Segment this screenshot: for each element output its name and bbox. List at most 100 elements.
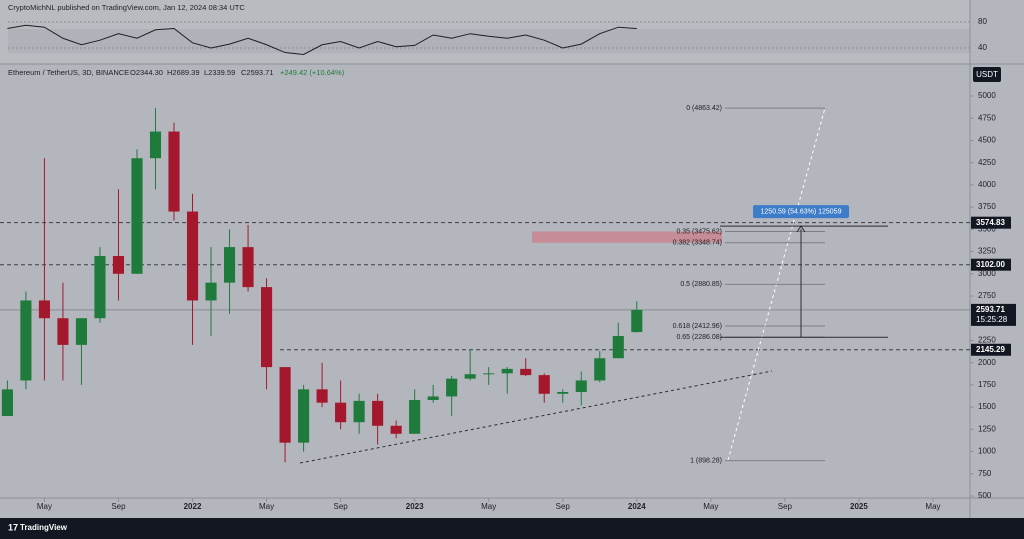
x-tick-label: May [259, 502, 274, 511]
candle-body [20, 300, 32, 381]
y-tick-label: 4500 [978, 136, 996, 145]
x-tick-label: May [481, 502, 496, 511]
candle-body [335, 402, 347, 423]
candle-body [538, 375, 550, 394]
candle-body [353, 400, 365, 423]
y-tick-label: 3250 [978, 247, 996, 256]
x-tick-label: 2025 [850, 502, 868, 511]
legend-ohlc: O2344.30 [130, 68, 163, 77]
fib-label: 0 (4863.42) [686, 105, 722, 112]
x-tick-label: Sep [111, 502, 126, 511]
candle-body [168, 131, 180, 212]
candle-body [520, 368, 532, 376]
price-tag-box [971, 258, 1011, 271]
candle-body [279, 367, 291, 443]
candle-body [131, 158, 143, 274]
candle-body [612, 336, 624, 359]
measure-label: 1250.59 (54.63%) 125059 [761, 208, 842, 215]
y-tick-label: 3000 [978, 269, 996, 278]
candle-body [409, 400, 421, 434]
currency-box [973, 67, 1001, 82]
y-tick-label: 4750 [978, 113, 996, 122]
candle-body [483, 373, 495, 375]
rsi-tick-label: 40 [978, 43, 987, 52]
rsi-tick-label: 80 [978, 17, 987, 26]
last-price: 2593.71 [976, 305, 1005, 314]
x-tick-label: 2022 [184, 502, 202, 511]
currency: USDT [976, 70, 998, 79]
x-tick-label: May [925, 502, 940, 511]
legend-ohlc: L2339.59 [204, 68, 235, 77]
legend-change: +249.42 (+10.64%) [280, 68, 345, 77]
price-tag: 2145.29 [976, 345, 1005, 354]
measure-box [753, 205, 849, 219]
y-tick-label: 3500 [978, 224, 996, 233]
y-tick-label: 1750 [978, 380, 996, 389]
fib-label: 0.35 (3475.62) [676, 228, 722, 235]
y-tick-label: 4000 [978, 180, 996, 189]
measure-arrowhead [796, 225, 806, 233]
y-tick-label: 2750 [978, 291, 996, 300]
y-tick-label: 2250 [978, 336, 996, 345]
candle-body [316, 389, 328, 403]
legend-ohlc: H2689.39 [167, 68, 200, 77]
candle-body [390, 425, 402, 434]
fib-label: 1 (898.28) [690, 457, 722, 464]
candle-body [575, 380, 587, 392]
price-tag-box [971, 343, 1011, 356]
y-tick-label: 5000 [978, 91, 996, 100]
candle-body [501, 368, 513, 374]
price-tag: 3102.00 [976, 260, 1005, 269]
x-tick-label: Sep [333, 502, 348, 511]
candle-body [1, 389, 13, 416]
x-tick-label: Sep [778, 502, 793, 511]
candle-body [75, 318, 88, 345]
countdown: 15:25:28 [976, 315, 1008, 324]
fib-label: 0.5 (2880.85) [680, 281, 722, 288]
candle-body [112, 256, 125, 274]
candle-body [427, 396, 439, 400]
fib-zone [532, 231, 722, 243]
y-tick-label: 3750 [978, 202, 996, 211]
candle-body [446, 378, 458, 397]
brand-logo: 17 [8, 522, 18, 532]
x-tick-label: 2024 [628, 502, 646, 511]
price-tag: 3574.83 [976, 218, 1005, 227]
candle-body [372, 400, 384, 426]
fib-label: 0.618 (2412.96) [673, 323, 722, 330]
rsi-line [7, 24, 637, 56]
price-tag-box [971, 216, 1011, 229]
candle-body [94, 256, 106, 319]
candle-body [631, 309, 643, 333]
y-tick-label: 1000 [978, 447, 996, 456]
candle-body [464, 374, 476, 379]
fib-label: 0.65 (2286.08) [676, 334, 722, 341]
candle-body [186, 211, 199, 301]
y-tick-label: 500 [978, 491, 992, 500]
candle-body [149, 131, 162, 159]
x-tick-label: May [37, 502, 52, 511]
candle-body [298, 389, 310, 443]
candle-body [223, 247, 236, 283]
y-tick-label: 750 [978, 469, 992, 478]
footer [0, 518, 1024, 539]
candle-body [261, 287, 273, 368]
legend-symbol: Ethereum / TetherUS, 3D, BINANCE [8, 68, 129, 77]
candle-body [557, 392, 569, 394]
candle-body [57, 318, 69, 345]
x-tick-label: May [703, 502, 718, 511]
y-tick-label: 2000 [978, 358, 996, 367]
candle-body [594, 358, 606, 381]
x-tick-label: Sep [556, 502, 571, 511]
candle-body [242, 247, 254, 288]
header: CryptoMichNL published on TradingView.co… [8, 3, 245, 12]
y-tick-label: 4250 [978, 158, 996, 167]
y-tick-label: 1250 [978, 424, 996, 433]
rsi-band [8, 29, 970, 53]
brand: TradingView [20, 523, 68, 532]
fib-label: 0.382 (3348.74) [673, 240, 722, 247]
legend-ohlc: C2593.71 [241, 68, 274, 77]
candle-body [205, 282, 217, 301]
candle-body [38, 300, 50, 319]
